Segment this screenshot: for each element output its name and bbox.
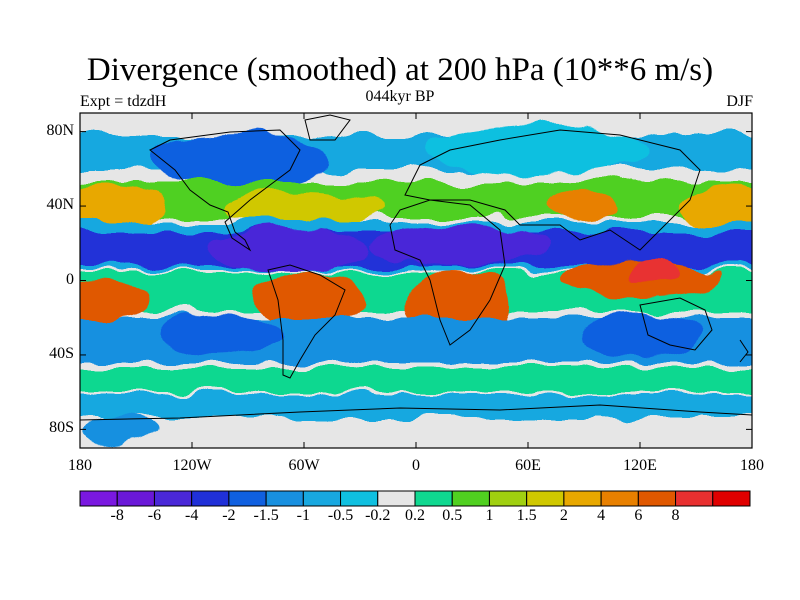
- colorbar-swatch: [712, 490, 751, 507]
- x-tick-label: 120W: [172, 457, 212, 474]
- colorbar-swatch: [228, 490, 267, 507]
- field-blob: [630, 260, 680, 284]
- colorbar-label: 8: [671, 507, 680, 524]
- coastlines: [80, 114, 752, 421]
- colorbar-label: 1.5: [516, 507, 537, 524]
- field-blob: [80, 280, 145, 320]
- field-blob: [160, 315, 280, 355]
- colorbar-swatch: [414, 490, 453, 507]
- colorbar-label: -4: [184, 507, 199, 524]
- field-band-nh-mid: [80, 182, 752, 217]
- africa-outline: [389, 199, 506, 346]
- y-tick-label: 40N: [46, 196, 74, 214]
- colorbar-swatch: [451, 490, 490, 507]
- colorbar-swatch: [153, 490, 193, 507]
- colorbar-label: -2: [222, 507, 236, 524]
- antarctica-outline: [80, 404, 752, 421]
- x-tick-label: 180: [740, 457, 764, 474]
- field-blob: [80, 185, 170, 229]
- colorbar-label: -6: [147, 507, 162, 524]
- colorbar-label: -8: [110, 507, 124, 524]
- australia-outline: [639, 297, 713, 351]
- field-band-circumpolar: [80, 395, 752, 417]
- y-tick-label: 0: [66, 270, 74, 288]
- colorbar-label: -1: [296, 507, 310, 524]
- x-tick-label: 0: [412, 457, 420, 474]
- colorbar-swatch: [340, 490, 379, 507]
- colorbar-swatch: [563, 490, 602, 507]
- y-tick-label: 40S: [49, 344, 74, 362]
- x-tick-label: 60W: [288, 457, 320, 474]
- colorbar-swatch: [265, 490, 304, 507]
- colorbar-label: -1.5: [253, 507, 279, 524]
- eurasia-outline: [404, 129, 701, 251]
- chart-title: Divergence (smoothed) at 200 hPa (10**6 …: [86, 52, 714, 88]
- experiment-label: Expt = tdzdH: [80, 93, 167, 110]
- field-blob: [680, 185, 752, 229]
- colorbar-swatch: [116, 490, 155, 507]
- field-blob: [370, 225, 550, 265]
- x-tick-label: 120E: [623, 457, 657, 474]
- colorbar-swatch: [302, 490, 342, 507]
- period-label: 044kyr BP: [365, 88, 435, 105]
- y-tick-label: 80N: [46, 121, 74, 139]
- colorbar-label: -0.2: [365, 507, 391, 524]
- field-layer: [80, 113, 752, 448]
- colorbar-label: 1: [485, 507, 494, 524]
- new-zealand-outline: [739, 339, 749, 363]
- field-band-sh-high: [80, 368, 752, 393]
- colorbar-swatch: [191, 490, 230, 507]
- field-blob: [80, 416, 160, 444]
- field-blob: [545, 190, 615, 220]
- north-america-outline: [149, 129, 301, 252]
- field-blob: [430, 125, 650, 175]
- colorbar-label: 0.2: [405, 507, 425, 524]
- colorbar-label: 0.5: [442, 507, 463, 524]
- map-ticks: [79, 113, 753, 448]
- colorbar-swatch: [488, 490, 528, 507]
- colorbar-swatch: [526, 490, 565, 507]
- colorbar-label: 2: [559, 507, 568, 524]
- field-blob: [580, 313, 700, 357]
- season-label: DJF: [726, 93, 753, 110]
- colorbar-swatch: [600, 490, 639, 507]
- colorbar-swatch: [637, 490, 677, 507]
- south-america-outline: [267, 264, 346, 379]
- colorbar-label: 6: [634, 507, 643, 524]
- field-blob: [220, 192, 380, 228]
- x-tick-label: 180: [68, 457, 92, 474]
- colorbar-label: -0.5: [327, 507, 354, 524]
- colorbar-label: 4: [597, 507, 606, 524]
- field-blob: [210, 230, 370, 270]
- colorbar-swatch: [675, 490, 714, 507]
- colorbar-swatch: [377, 490, 416, 507]
- y-tick-label: 80S: [49, 419, 74, 437]
- colorbar-swatch: [79, 490, 118, 507]
- x-tick-label: 60E: [515, 457, 541, 474]
- greenland-outline: [304, 114, 351, 141]
